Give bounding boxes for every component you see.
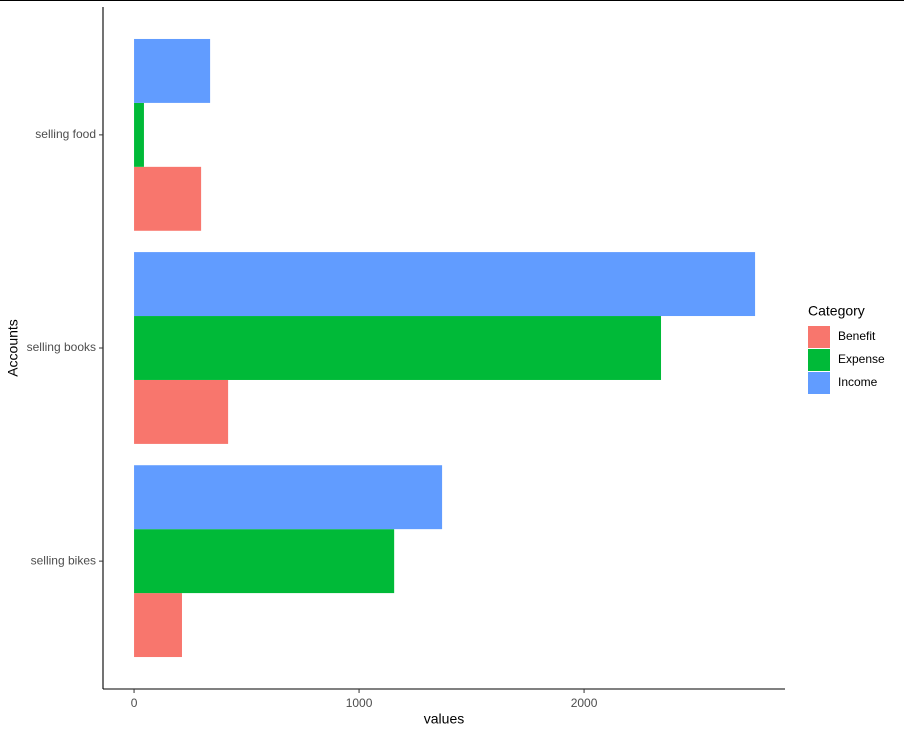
y-tick-label: selling books <box>27 340 96 354</box>
x-tick-label: 2000 <box>571 696 598 710</box>
legend-label: Expense <box>838 352 885 366</box>
y-tick-label: selling bikes <box>31 553 96 567</box>
bar <box>134 252 756 317</box>
legend-title: Category <box>808 303 865 319</box>
bar <box>134 379 229 444</box>
legend-key <box>808 372 830 394</box>
x-axis-title: values <box>424 711 464 727</box>
x-tick-label: 1000 <box>346 696 373 710</box>
bar <box>134 465 443 530</box>
bar <box>134 38 211 103</box>
x-tick-label: 0 <box>131 696 138 710</box>
legend-key <box>808 326 830 348</box>
legend-label: Income <box>838 375 878 389</box>
y-tick-label: selling food <box>35 127 96 141</box>
bar <box>134 316 662 380</box>
bar <box>134 166 202 231</box>
bar <box>134 102 144 167</box>
bar <box>134 529 395 594</box>
bar <box>134 593 182 658</box>
y-axis-title: Accounts <box>5 319 21 377</box>
legend-label: Benefit <box>838 329 876 343</box>
legend-key <box>808 349 830 371</box>
